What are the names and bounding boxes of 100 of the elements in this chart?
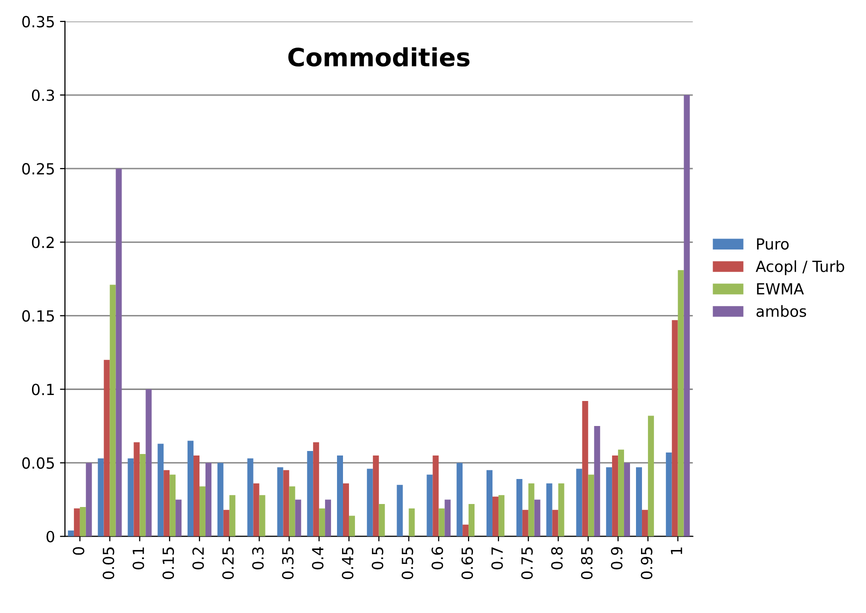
- x-tick-label: 0.5: [372, 547, 384, 570]
- bar: [205, 462, 212, 536]
- bar: [366, 468, 373, 536]
- bar: [128, 458, 134, 536]
- y-tick-label: 0.05: [22, 457, 54, 469]
- bar: [576, 468, 582, 536]
- bar: [486, 470, 492, 536]
- bar: [217, 462, 224, 536]
- bar: [325, 500, 332, 536]
- bar: [134, 442, 140, 536]
- x-tick-label: 0.85: [581, 547, 593, 580]
- bar: [432, 455, 439, 536]
- bar: [462, 524, 469, 536]
- text: Commodities: [288, 47, 470, 67]
- x-tick-label: 0.8: [551, 547, 563, 570]
- bar: [558, 483, 564, 536]
- y-tick-label: 0.15: [22, 310, 54, 322]
- legend-label: EWMA: [757, 283, 804, 294]
- bar: [253, 483, 260, 536]
- x-tick-label: 0.2: [192, 548, 204, 570]
- x-tick-label: 0.95: [640, 547, 652, 580]
- x-tick-label: 0.35: [282, 547, 294, 580]
- bar: [176, 500, 182, 536]
- bar: [223, 510, 230, 536]
- bar: [277, 467, 284, 536]
- bar: [188, 440, 194, 536]
- bar: [307, 451, 314, 536]
- bar: [289, 486, 296, 536]
- y-tick-label: 0.25: [22, 163, 54, 175]
- x-tick-label: 0.3: [252, 547, 264, 570]
- bar: [546, 483, 552, 536]
- bar: [229, 495, 236, 536]
- legend-label: Puro: [757, 238, 789, 250]
- x-tick-label: 0.1: [132, 548, 144, 570]
- bar: [666, 452, 672, 536]
- legend-label: ambos: [756, 305, 806, 317]
- bar: [194, 455, 200, 536]
- bar: [408, 508, 415, 536]
- bar: [259, 495, 266, 536]
- bar: [468, 504, 475, 536]
- x-tick-label: 0.75: [521, 547, 533, 580]
- bar: [295, 500, 302, 536]
- x-tick-label: 0.45: [342, 547, 354, 580]
- bar: [678, 270, 684, 536]
- bar: [636, 467, 642, 536]
- bar: [594, 426, 600, 536]
- legend-label: Acopl / Turb: [756, 260, 844, 276]
- y-tick-label: 0: [46, 530, 54, 542]
- bar: [528, 483, 534, 536]
- bar: [624, 462, 630, 536]
- bar: [618, 450, 624, 536]
- x-tick-label: 0.15: [162, 547, 174, 580]
- bar: [146, 389, 152, 536]
- bar: [498, 495, 504, 536]
- bar: [98, 458, 104, 536]
- bar: [612, 455, 618, 536]
- bar: [552, 510, 558, 536]
- x-tick-label: 0.4: [312, 546, 324, 570]
- bar: [110, 284, 116, 536]
- x-tick-label: 0.25: [222, 547, 234, 580]
- bar: [522, 510, 528, 536]
- bar: [247, 458, 254, 536]
- bar: [68, 530, 74, 536]
- bar: [86, 462, 92, 536]
- bar: [444, 500, 451, 536]
- bar: [140, 454, 146, 536]
- bar: [642, 510, 648, 536]
- bar: [378, 504, 385, 536]
- bar: [80, 506, 86, 536]
- x-tick-label: 0.7: [491, 547, 503, 570]
- bar: [313, 442, 320, 536]
- bar: [606, 467, 612, 536]
- y-tick-label: 0.3: [32, 89, 54, 102]
- bar: [516, 479, 522, 536]
- x-tick-label: 0.55: [402, 547, 414, 580]
- bar: [396, 484, 403, 536]
- bar: [456, 462, 463, 536]
- bar: [672, 320, 678, 536]
- bar: [343, 483, 349, 536]
- x-tick-label: 1: [670, 548, 682, 554]
- bar: [170, 474, 176, 536]
- y-tick-label: 0.1: [32, 384, 54, 396]
- bar: [104, 360, 110, 536]
- bar: [582, 401, 588, 536]
- bar: [158, 444, 164, 536]
- bar: [534, 500, 540, 536]
- y-tick-label: 0.35: [22, 16, 54, 28]
- x-tick-label: 0: [72, 547, 84, 555]
- bar: [588, 474, 594, 536]
- bar: [74, 508, 80, 536]
- bar: [684, 95, 690, 536]
- bar: [199, 486, 206, 536]
- bar: [372, 455, 379, 536]
- bar: [319, 508, 326, 536]
- bar: [426, 474, 433, 536]
- x-tick-label: 0.6: [432, 547, 444, 570]
- bar: [492, 496, 498, 536]
- x-tick-label: 0.9: [610, 547, 622, 570]
- bar: [283, 470, 290, 536]
- y-tick-label: 0.2: [32, 236, 54, 248]
